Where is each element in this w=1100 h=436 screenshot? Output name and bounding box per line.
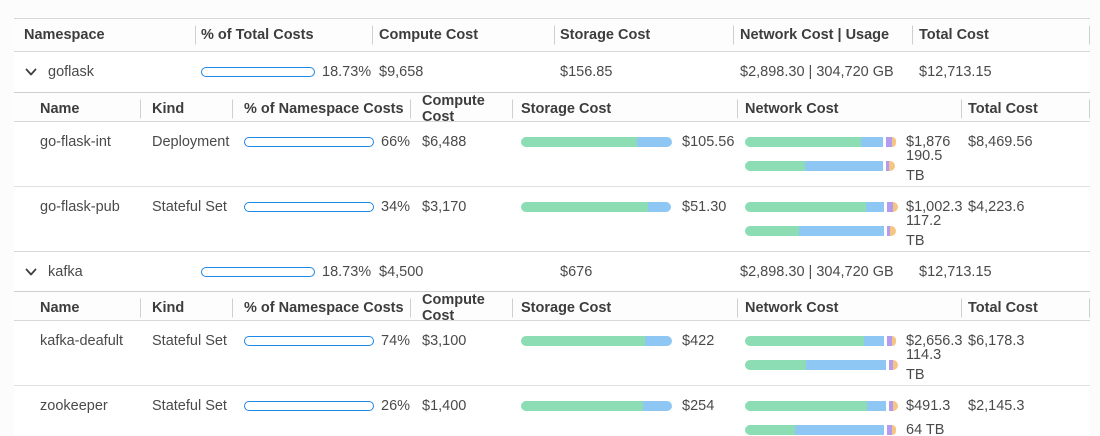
network-cost-value: $491.3 [906, 398, 951, 414]
col-compute-cost: Compute Cost [410, 292, 512, 324]
pct-namespace-value: 26% [381, 398, 411, 414]
col-compute-cost: Compute Cost [372, 19, 554, 51]
workload-table-goflask: Name Kind % of Namespace Costs Compute C… [14, 92, 1090, 251]
col-name: Name [40, 101, 80, 117]
workload-name: go-flask-int [40, 134, 111, 150]
col-pct-namespace-costs: % of Namespace Costs [232, 93, 410, 125]
storage-cost-bar [521, 336, 674, 346]
pct-total-value: 18.73% [322, 64, 372, 80]
total-cost-value: $8,469.56 [968, 134, 1033, 150]
pct-namespace-bar [244, 137, 374, 147]
network-cost-bar [745, 202, 898, 212]
storage-cost-bar [521, 401, 674, 411]
chevron-down-icon[interactable] [24, 265, 38, 279]
network-cost-value: $2,656.3 [906, 333, 963, 349]
network-cost-bar [745, 336, 898, 346]
pct-total-value: 18.73% [322, 263, 372, 280]
pct-namespace-bar [244, 401, 374, 411]
network-cost-usage-value: $2,898.30 | 304,720 GB [740, 64, 894, 80]
col-pct-namespace-costs: % of Namespace Costs [232, 292, 410, 324]
workload-header-row: Name Kind % of Namespace Costs Compute C… [14, 92, 1090, 125]
col-namespace: Namespace [24, 27, 105, 43]
workload-name: go-flask-pub [40, 199, 120, 215]
workload-table-kafka: Name Kind % of Namespace Costs Compute C… [14, 291, 1090, 436]
workload-kind: Stateful Set [152, 333, 227, 349]
workload-name: zookeeper [40, 398, 108, 414]
namespace-header-row: Namespace % of Total Costs Compute Cost … [14, 18, 1090, 52]
storage-cost-value: $422 [682, 333, 715, 349]
storage-cost-value: $676 [560, 263, 593, 280]
compute-cost-value: $9,658 [379, 64, 424, 80]
namespace-name: kafka [48, 263, 83, 280]
pct-namespace-value: 74% [381, 333, 411, 349]
col-kind: Kind [140, 292, 232, 324]
workload-kind: Stateful Set [152, 398, 227, 414]
storage-cost-bar [521, 137, 674, 147]
compute-cost-value: $3,170 [422, 199, 467, 215]
network-usage-value: 190.5 TB [906, 148, 943, 184]
total-cost-value: $2,145.3 [968, 398, 1025, 414]
workload-header-row: Name Kind % of Namespace Costs Compute C… [14, 291, 1090, 324]
namespace-row-kafka[interactable]: kafka 18.73% $4,500 $676 $2,898.30 | 304… [14, 251, 1090, 291]
storage-cost-value: $254 [682, 398, 715, 414]
network-cost-value: $1,002.3 [906, 199, 963, 215]
network-cost-bar [745, 401, 898, 411]
pct-namespace-bar [244, 336, 374, 346]
workload-row-kafka-deafult[interactable]: kafka-deafult Stateful Set 74% $3,100 $4… [14, 321, 1090, 385]
col-storage-cost: Storage Cost [512, 93, 737, 125]
network-usage-bar [745, 226, 898, 236]
col-network-cost: Network Cost [737, 93, 961, 125]
pct-total-bar [201, 266, 315, 277]
total-cost-value: $12,713.15 [919, 64, 992, 80]
col-compute-cost: Compute Cost [410, 93, 512, 125]
network-usage-value: 117.2 TB [906, 213, 942, 249]
pct-total-bar [201, 67, 315, 77]
workload-kind: Deployment [152, 134, 230, 150]
col-pct-total-costs: % of Total Costs [195, 19, 372, 51]
storage-cost-bar [521, 202, 674, 212]
compute-cost-value: $4,500 [379, 263, 424, 280]
total-cost-value: $12,713.15 [919, 263, 992, 280]
pct-namespace-value: 34% [381, 199, 411, 215]
workload-kind: Stateful Set [152, 199, 227, 215]
col-storage-cost: Storage Cost [554, 19, 733, 51]
col-total-cost: Total Cost [961, 93, 1090, 125]
network-cost-usage-value: $2,898.30 | 304,720 GB [740, 263, 894, 280]
chevron-down-icon[interactable] [24, 65, 38, 79]
cost-table: Namespace % of Total Costs Compute Cost … [14, 18, 1090, 436]
workload-row-go-flask-pub[interactable]: go-flask-pub Stateful Set 34% $3,170 $51… [14, 186, 1090, 251]
col-name: Name [40, 300, 80, 316]
network-usage-bar [745, 425, 898, 435]
col-kind: Kind [140, 93, 232, 125]
network-cost-bar [745, 137, 898, 147]
storage-cost-value: $156.85 [560, 64, 613, 80]
col-storage-cost: Storage Cost [512, 292, 737, 324]
workload-row-zookeeper[interactable]: zookeeper Stateful Set 26% $1,400 $254 $… [14, 385, 1090, 436]
compute-cost-value: $1,400 [422, 398, 467, 414]
col-total-cost: Total Cost [912, 19, 1090, 51]
col-network-cost: Network Cost [737, 292, 961, 324]
col-network-cost-usage: Network Cost | Usage [733, 19, 912, 51]
storage-cost-value: $105.56 [682, 134, 735, 150]
col-total-cost: Total Cost [961, 292, 1090, 324]
pct-namespace-bar [244, 202, 374, 212]
namespace-toggle-goflask[interactable]: goflask [24, 64, 195, 80]
workload-row-go-flask-int[interactable]: go-flask-int Deployment 66% $6,488 $105.… [14, 122, 1090, 186]
pct-namespace-value: 66% [381, 134, 411, 150]
namespace-name: goflask [48, 64, 94, 80]
total-cost-value: $4,223.6 [968, 199, 1025, 215]
total-cost-value: $6,178.3 [968, 333, 1025, 349]
network-usage-value: 64 TB [906, 422, 945, 436]
compute-cost-value: $3,100 [422, 333, 467, 349]
storage-cost-value: $51.30 [682, 199, 727, 215]
network-cost-value: $1,876 [906, 134, 951, 150]
network-usage-bar [745, 360, 898, 370]
compute-cost-value: $6,488 [422, 134, 467, 150]
network-usage-value: 114.3 TB [906, 347, 942, 383]
network-usage-bar [745, 161, 898, 171]
namespace-toggle-kafka[interactable]: kafka [24, 264, 195, 280]
workload-name: kafka-deafult [40, 333, 124, 349]
namespace-row-goflask[interactable]: goflask 18.73% $9,658 $156.85 $2,898.30 … [14, 52, 1090, 92]
